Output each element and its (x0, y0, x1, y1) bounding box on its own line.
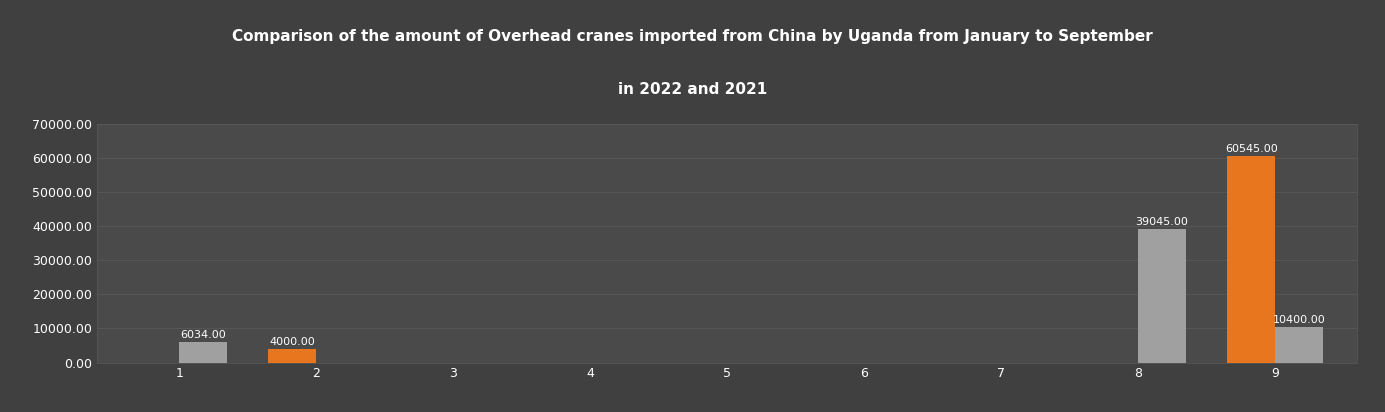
Text: 10400.00: 10400.00 (1273, 315, 1325, 325)
Bar (269, 349, 316, 363)
Text: Comparison of the amount of Overhead cranes imported from China by Uganda from J: Comparison of the amount of Overhead cra… (233, 29, 1152, 44)
Bar (1227, 156, 1276, 363)
Text: 39045.00: 39045.00 (1136, 217, 1188, 227)
Bar (1276, 327, 1323, 363)
Bar (179, 342, 227, 363)
Text: in 2022 and 2021: in 2022 and 2021 (618, 82, 767, 97)
Text: 60545.00: 60545.00 (1224, 144, 1277, 154)
Text: 4000.00: 4000.00 (269, 337, 314, 347)
Bar (1138, 229, 1186, 363)
Text: 6034.00: 6034.00 (180, 330, 226, 340)
